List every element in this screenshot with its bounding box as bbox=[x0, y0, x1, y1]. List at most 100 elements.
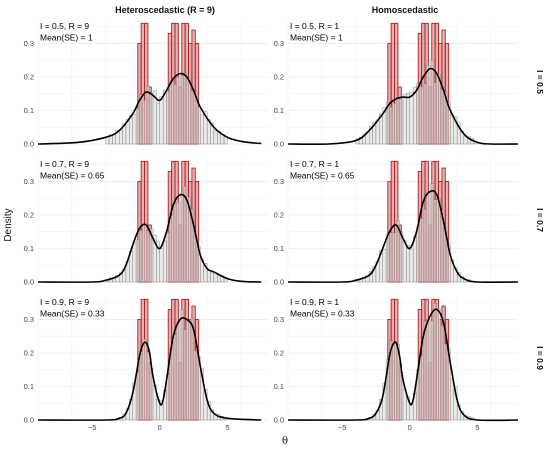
x-tick-label: 0 bbox=[408, 423, 412, 432]
estimate-bar bbox=[426, 64, 431, 145]
estimate-bar bbox=[409, 248, 414, 283]
estimate-bar bbox=[193, 235, 198, 283]
estimate-bar bbox=[146, 351, 150, 421]
estimate-bar bbox=[412, 236, 417, 283]
panel-annotation: Mean(SE) = 0.65 bbox=[290, 171, 355, 181]
estimate-bar bbox=[179, 193, 184, 283]
estimate-bar bbox=[159, 248, 164, 283]
estimate-bar bbox=[166, 232, 171, 283]
density-curve bbox=[287, 189, 519, 284]
estimate-bar bbox=[443, 343, 448, 421]
estimate-bar bbox=[399, 231, 404, 283]
estimate-bar bbox=[139, 351, 144, 421]
row-strip-label: I = 0.7 bbox=[535, 208, 545, 232]
estimate-histogram bbox=[355, 183, 471, 283]
estimate-bar bbox=[135, 371, 140, 421]
estimate-bar bbox=[142, 99, 147, 145]
y-tick-label: 0.0 bbox=[24, 278, 34, 287]
estimate-bar bbox=[429, 320, 434, 421]
estimate-bar bbox=[142, 338, 147, 421]
estimate-bar bbox=[135, 239, 140, 283]
y-tick-label: 0.1 bbox=[24, 382, 34, 391]
row-strip-label: I = 0.9 bbox=[535, 346, 545, 370]
estimate-bar bbox=[375, 119, 380, 145]
y-tick-label: 0.3 bbox=[274, 315, 284, 324]
x-tick-label: −5 bbox=[88, 423, 97, 432]
estimate-bar bbox=[412, 86, 417, 145]
y-tick-label: 0.3 bbox=[274, 39, 284, 48]
estimate-bar bbox=[176, 322, 181, 421]
y-tick-label: 0.1 bbox=[24, 244, 34, 253]
estimate-bar bbox=[450, 114, 454, 145]
estimate-bar bbox=[176, 202, 181, 283]
estimate-bar bbox=[385, 234, 390, 283]
estimate-bar bbox=[139, 230, 144, 283]
estimate-bar bbox=[183, 329, 187, 421]
estimate-bar bbox=[440, 217, 444, 283]
column-title-heteroscedastic: Heteroscedastic (R = 9) bbox=[115, 5, 215, 15]
panel-annotation: I = 0.7, R = 1 bbox=[290, 159, 339, 169]
y-tick-label: 0.0 bbox=[274, 416, 284, 425]
panel-grid-lines bbox=[37, 158, 268, 283]
panel-annotation: Mean(SE) = 0.65 bbox=[40, 171, 105, 181]
estimate-bar bbox=[210, 272, 215, 283]
panel-1-0: I = 0.7, R = 9 Mean(SE) = 0.65 0.0 0.1 0.2 0.… bbox=[24, 158, 268, 287]
estimate-histogram bbox=[115, 309, 228, 421]
estimate-bar bbox=[173, 84, 177, 145]
estimate-bar bbox=[406, 93, 410, 145]
estimate-bar bbox=[416, 83, 421, 145]
estimate-bar bbox=[166, 91, 171, 145]
estimate-bar bbox=[436, 73, 441, 145]
estimate-bar bbox=[169, 214, 174, 283]
estimate-histogram bbox=[105, 72, 228, 145]
estimate-bar bbox=[159, 96, 164, 145]
estimate-bar bbox=[440, 88, 444, 145]
estimate-bar bbox=[436, 198, 441, 283]
y-tick-label: 0.0 bbox=[24, 140, 34, 149]
y-tick-label: 0.0 bbox=[274, 140, 284, 149]
x-tick-label: 5 bbox=[475, 423, 479, 432]
y-tick-label: 0.3 bbox=[274, 177, 284, 186]
estimate-bar bbox=[399, 98, 404, 145]
estimate-bar bbox=[423, 209, 427, 283]
y-tick-label: 0.2 bbox=[274, 349, 284, 358]
estimate-bar bbox=[105, 136, 110, 145]
estimate-bar bbox=[429, 183, 434, 283]
estimate-bar bbox=[146, 230, 150, 283]
estimate-bar bbox=[190, 90, 194, 145]
panel-0-1: I = 0.5, R = 1 Mean(SE) = 1 0.0 0.1 0.2 0.3 bbox=[274, 20, 519, 149]
estimate-bar bbox=[389, 106, 394, 145]
estimate-bar bbox=[453, 386, 458, 421]
panel-annotation: Mean(SE) = 1 bbox=[290, 33, 343, 43]
estimate-bar bbox=[402, 94, 407, 145]
panel-annotation: I = 0.7, R = 9 bbox=[40, 159, 89, 169]
y-tick-label: 0.2 bbox=[274, 211, 284, 220]
estimate-bar bbox=[132, 241, 137, 283]
estimate-bar bbox=[162, 89, 167, 145]
estimate-bar bbox=[162, 240, 167, 283]
panel-1-1: I = 0.7, R = 1 Mean(SE) = 0.65 0.0 0.1 0.2 0.… bbox=[274, 158, 519, 287]
estimate-bar bbox=[186, 77, 191, 145]
estimate-bar bbox=[206, 270, 211, 283]
y-tick-label: 0.2 bbox=[24, 349, 34, 358]
y-tick-label: 0.1 bbox=[274, 244, 284, 253]
x-axis-title: θ bbox=[282, 436, 288, 447]
column-title-homoscedastic: Homoscedastic bbox=[372, 5, 439, 15]
estimate-bar bbox=[419, 218, 424, 283]
row-strip-label: I = 0.5 bbox=[535, 70, 545, 94]
y-tick-label: 0.1 bbox=[274, 382, 284, 391]
estimate-histogram bbox=[365, 302, 475, 421]
estimate-bar bbox=[176, 76, 181, 145]
y-tick-label: 0.3 bbox=[24, 315, 34, 324]
estimate-bar bbox=[200, 114, 204, 145]
estimate-bar bbox=[149, 92, 154, 145]
estimate-bar bbox=[183, 186, 187, 283]
estimate-bar bbox=[112, 134, 116, 145]
y-tick-label: 0.3 bbox=[24, 39, 34, 48]
estimate-bar bbox=[146, 85, 150, 145]
estimate-bar bbox=[436, 308, 441, 421]
estimate-bar bbox=[440, 325, 444, 421]
estimate-bar bbox=[389, 232, 394, 283]
